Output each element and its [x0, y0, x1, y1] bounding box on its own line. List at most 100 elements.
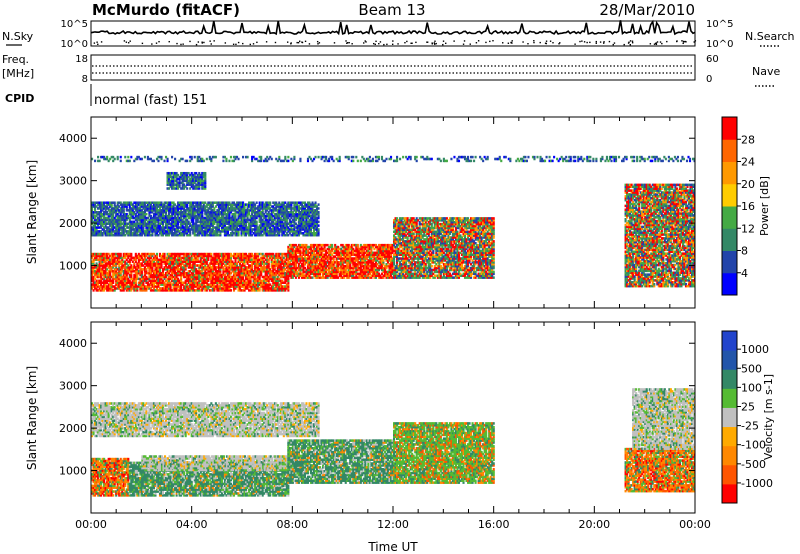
power-echo-cell — [177, 271, 180, 275]
power-echo-cell — [393, 261, 396, 264]
power-echo-cell — [148, 285, 151, 288]
power-echo-cell — [383, 245, 387, 249]
power-echo-cell — [468, 245, 471, 249]
power-echo-cell — [406, 243, 409, 247]
power-echo-cell — [276, 283, 279, 286]
power-echo-cell — [393, 230, 396, 234]
power-echo-cell — [335, 270, 338, 274]
power-echo-cell — [198, 281, 201, 284]
power-echo-cell — [335, 249, 338, 253]
power-echo-cell — [335, 245, 338, 249]
power-echo-cell — [260, 273, 263, 277]
power-echo-cell — [151, 252, 154, 256]
power-echo-cell — [405, 217, 408, 220]
power-echo-cell — [112, 289, 115, 292]
power-echo-cell — [396, 243, 399, 247]
power-echo-cell — [242, 256, 245, 260]
power-echo-cell — [353, 264, 356, 268]
power-echo-cell — [352, 263, 355, 266]
power-echo-cell — [104, 283, 107, 286]
power-echo-cell — [429, 245, 432, 249]
power-echo-cell — [337, 276, 340, 279]
power-echo-cell — [347, 261, 350, 264]
power-echo-cell — [130, 270, 133, 273]
power-echo-cell — [414, 224, 417, 228]
power-echo-cell — [403, 219, 406, 222]
power-echo-cell — [189, 279, 192, 283]
power-echo-cell — [337, 255, 340, 258]
power-echo-cell — [181, 268, 184, 271]
power-echo-cell — [175, 264, 178, 267]
power-echo-cell — [391, 243, 394, 247]
power-echo-cell — [361, 276, 364, 279]
power-echo-cell — [326, 257, 329, 260]
power-echo-cell — [204, 260, 207, 263]
power-echo-cell — [334, 274, 337, 277]
power-echo-cell — [130, 268, 133, 271]
power-echo-cell — [198, 254, 201, 258]
power-echo-cell — [112, 277, 115, 281]
power-echo-cell — [223, 287, 226, 290]
power-echo-cell — [119, 275, 122, 279]
power-echo-cell — [476, 268, 479, 272]
power-echo-cell — [288, 251, 291, 255]
power-echo-cell — [473, 245, 476, 249]
power-echo-cell — [439, 238, 442, 241]
power-echo-cell — [405, 222, 408, 226]
power-echo-cell — [334, 276, 337, 279]
power-echo-cell — [251, 287, 254, 290]
noise-search-dot — [242, 42, 244, 45]
power-echo-cell — [400, 259, 403, 262]
power-echo-cell — [269, 273, 272, 277]
power-echo-cell — [450, 241, 453, 245]
power-echo-cell — [468, 272, 471, 276]
power-echo-cell — [257, 252, 260, 256]
power-echo-cell — [294, 263, 297, 266]
power-echo-cell — [193, 277, 196, 281]
power-echo-cell — [261, 260, 264, 263]
power-echo-cell — [154, 266, 157, 269]
power-echo-cell — [405, 253, 408, 256]
power-echo-cell — [151, 270, 154, 273]
power-echo-cell — [285, 264, 288, 267]
power-echo-cell — [263, 256, 266, 260]
power-echo-cell — [356, 263, 359, 266]
power-echo-cell — [139, 273, 142, 277]
power-echo-cell — [312, 272, 316, 276]
power-echo-cell — [322, 249, 325, 253]
power-echo-cell — [291, 272, 294, 276]
power-echo-cell — [183, 289, 186, 292]
power-echo-cell — [358, 249, 361, 253]
power-echo-cell — [466, 222, 470, 226]
power-echo-cell — [424, 257, 427, 260]
power-echo-cell — [405, 264, 408, 268]
power-echo-cell — [352, 251, 355, 255]
power-echo-cell — [128, 252, 131, 256]
power-echo-cell — [149, 264, 152, 267]
power-echo-cell — [257, 260, 260, 263]
power-echo-cell — [450, 243, 453, 247]
power-echo-cell — [435, 224, 438, 228]
power-echo-cell — [409, 257, 412, 260]
power-echo-cell — [309, 253, 313, 256]
power-echo-cell — [344, 243, 347, 247]
power-echo-cell — [470, 251, 473, 255]
power-echo-cell — [279, 275, 282, 279]
power-echo-cell — [457, 255, 461, 258]
power-echo-cell — [453, 230, 456, 234]
power-echo-cell — [447, 251, 450, 255]
power-echo-cell — [423, 228, 426, 232]
power-echo-cell — [184, 266, 187, 269]
power-echo-cell — [148, 275, 151, 279]
power-echo-cell — [459, 251, 462, 255]
power-echo-cell — [213, 262, 216, 265]
power-echo-cell — [397, 220, 400, 224]
power-echo-cell — [174, 281, 177, 284]
power-echo-cell — [427, 226, 430, 230]
power-echo-cell — [136, 264, 139, 267]
power-echo-cell — [454, 220, 458, 224]
power-echo-cell — [287, 279, 290, 283]
power-echo-cell — [470, 224, 473, 228]
power-echo-cell — [279, 283, 282, 286]
power-echo-cell — [219, 254, 222, 258]
